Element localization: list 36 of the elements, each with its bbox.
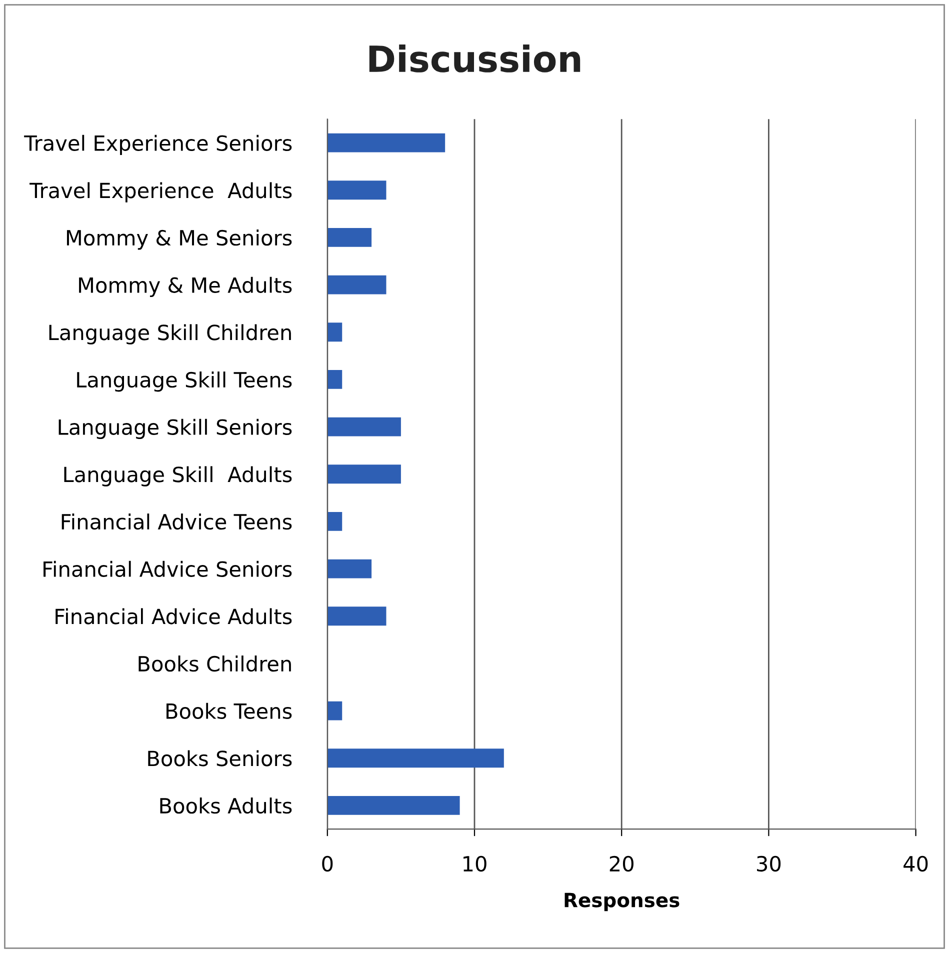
bar bbox=[327, 464, 401, 484]
bar bbox=[327, 417, 401, 436]
y-tick-label: Language Skill Teens bbox=[77, 372, 292, 392]
y-tick-label: Language Skill Seniors bbox=[58, 418, 292, 440]
chart-title: Discussion bbox=[369, 44, 580, 72]
bar bbox=[327, 512, 342, 531]
bar bbox=[327, 228, 372, 247]
y-tick-label: Books Children bbox=[138, 656, 291, 672]
y-tick-label: Financial Advice Adults bbox=[56, 608, 292, 624]
y-tick-label: Mommy & Me Adults bbox=[79, 276, 292, 298]
y-tick-label: Financial Advice Seniors bbox=[44, 560, 292, 577]
x-tick-label: 0 bbox=[322, 856, 333, 872]
x-tick-label: 20 bbox=[610, 856, 634, 872]
x-tick-label: 40 bbox=[904, 856, 928, 872]
bar bbox=[327, 370, 342, 389]
bar bbox=[327, 559, 372, 578]
bar bbox=[327, 322, 342, 342]
y-tick-label: Travel Experience Adults bbox=[30, 182, 292, 202]
bar bbox=[327, 701, 342, 720]
y-tick-label: Financial Advice Teens bbox=[62, 514, 292, 530]
y-tick-label: Books Teens bbox=[166, 702, 292, 719]
y-tick-label: Books Seniors bbox=[148, 750, 292, 766]
y-tick-label: Books Adults bbox=[160, 798, 292, 814]
bar bbox=[327, 748, 504, 768]
bar bbox=[327, 275, 386, 294]
bar bbox=[327, 796, 460, 815]
bar bbox=[327, 606, 386, 626]
y-tick-label: Travel Experience Seniors bbox=[24, 134, 292, 156]
y-tick-label: Language Skill Adults bbox=[64, 466, 292, 486]
x-tick-label: 10 bbox=[464, 856, 486, 872]
x-tick-label: 30 bbox=[757, 856, 781, 872]
y-tick-label: Mommy & Me Seniors bbox=[66, 230, 292, 250]
bar bbox=[327, 180, 386, 200]
bar bbox=[327, 133, 446, 152]
x-axis-title: Responses bbox=[564, 892, 680, 912]
y-tick-label: Language Skill Children bbox=[49, 324, 291, 344]
